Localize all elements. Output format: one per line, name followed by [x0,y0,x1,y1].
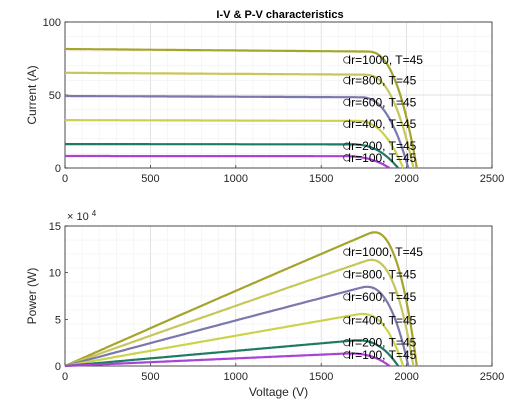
pv-exponent-power: 4 [92,209,97,218]
pv-series-label: Ir=800, T=45 [348,268,417,282]
x-tick-label: 1500 [309,371,333,383]
iv-mpp-marker [343,76,351,85]
iv-series-line [65,143,399,169]
pv-x-axis-label: Voltage (V) [249,385,308,399]
iv-series-label: Ir=100, T=45 [348,151,417,165]
iv-mpp-markers: Ir=1000, T=45 Ir=800, T=45 Ir=600, T=45 Ir=… [343,53,423,165]
y-tick-label: 15 [49,221,61,233]
x-tick-label: 1000 [224,173,248,185]
pv-series-lines [64,231,418,368]
x-tick-label: 500 [141,371,159,383]
pv-series-line [64,258,415,368]
pv-series-label: Ir=200, T=45 [348,336,417,350]
x-tick-label: 1000 [224,371,248,383]
y-tick-label: 50 [49,90,61,102]
pv-series-label: Ir=400, T=45 [348,313,417,327]
pv-series-line [64,352,391,368]
iv-y-tick-labels: 0 50 100 [43,17,68,175]
pv-series-label: Ir=600, T=45 [348,290,417,304]
iv-x-tick-labels: 0 500 1000 1500 2000 2500 [62,165,504,185]
x-tick-label: 1500 [309,173,333,185]
pv-mpp-marker [343,351,351,359]
pv-chart: 0 500 1000 1500 2000 2500 0 5 10 15 × 10 4 Power… [25,209,504,399]
iv-mpp-marker [343,56,351,64]
iv-mpp-marker [343,142,351,150]
x-tick-label: 2500 [480,173,504,185]
y-tick-label: 5 [55,314,61,326]
pv-mpp-marker [343,316,351,324]
pv-series-line [64,339,400,368]
pv-exponent-base: × 10 [67,211,89,223]
iv-mpp-marker [343,98,351,106]
iv-series-line [65,47,418,169]
y-tick-label: 0 [55,361,61,373]
iv-series-line [65,154,391,169]
chart-title: I-V & P-V characteristics [216,9,343,21]
pv-series-line [64,285,410,368]
pv-mpp-marker [343,339,351,347]
iv-chart: I-V & P-V characteristics 0 500 1000 1500 20… [25,9,504,185]
iv-y-axis-label: Current (A) [25,65,39,124]
pv-y-exponent: × 10 4 [67,209,97,223]
pv-mpp-markers: Ir=1000, T=45 Ir=800, T=45 Ir=600, T=45 Ir=… [343,245,423,362]
pv-mpp-marker [343,248,351,256]
iv-series-line [65,71,415,169]
pv-series-label: Ir=1000, T=45 [348,245,423,259]
iv-series-label: Ir=1000, T=45 [348,53,423,67]
pv-x-tick-labels: 0 500 1000 1500 2000 2500 [62,363,504,383]
iv-series-label: Ir=200, T=45 [348,139,417,153]
y-tick-label: 0 [55,163,61,175]
pv-mpp-marker [343,270,351,279]
y-tick-label: 10 [49,268,61,280]
x-tick-label: 2500 [480,371,504,383]
pv-mpp-marker [343,293,351,301]
iv-series-label: Ir=800, T=45 [348,73,417,87]
x-tick-label: 2000 [394,371,418,383]
iv-series-label: Ir=400, T=45 [348,117,417,131]
iv-mpp-marker [343,154,351,162]
iv-series-label: Ir=600, T=45 [348,95,417,109]
pv-series-line [64,312,405,368]
pv-y-axis-label: Power (W) [25,268,39,325]
x-tick-label: 2000 [394,173,418,185]
x-tick-label: 0 [62,371,68,383]
y-tick-label: 100 [43,17,61,29]
iv-series-line [65,94,410,169]
x-tick-label: 0 [62,173,68,185]
iv-mpp-marker [343,120,351,128]
pv-series-label: Ir=100, T=45 [348,348,417,362]
pv-axes-box [64,225,493,367]
pv-series-line [64,231,418,367]
x-tick-label: 500 [141,173,159,185]
